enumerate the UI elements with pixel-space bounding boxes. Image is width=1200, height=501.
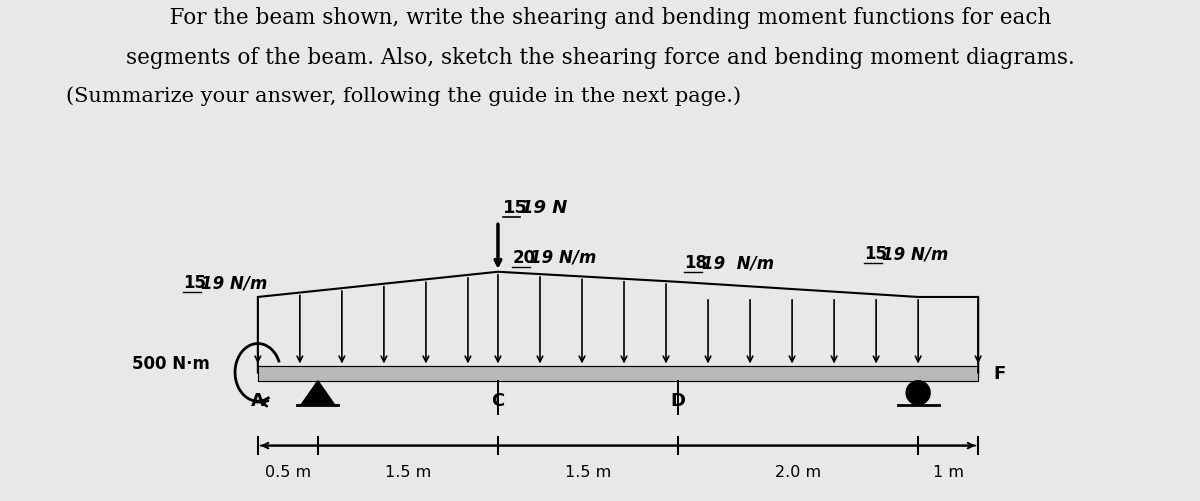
Text: 18: 18: [684, 254, 707, 272]
Text: 19 N/m: 19 N/m: [530, 249, 596, 267]
Text: A: A: [251, 392, 265, 409]
Text: 19  N/m: 19 N/m: [702, 254, 774, 272]
Text: For the beam shown, write the shearing and bending moment functions for each: For the beam shown, write the shearing a…: [149, 8, 1051, 30]
Text: 2.0 m: 2.0 m: [775, 465, 821, 480]
Text: 15: 15: [184, 274, 206, 292]
Text: 20: 20: [512, 249, 535, 267]
Text: E: E: [912, 392, 924, 409]
Text: (Summarize your answer, following the guide in the next page.): (Summarize your answer, following the gu…: [66, 87, 740, 106]
Text: B: B: [311, 392, 325, 409]
Text: 15: 15: [503, 198, 528, 216]
Text: 0.5 m: 0.5 m: [265, 465, 311, 480]
Text: segments of the beam. Also, sketch the shearing force and bending moment diagram: segments of the beam. Also, sketch the s…: [126, 47, 1074, 69]
Circle shape: [906, 381, 930, 405]
Text: 1 m: 1 m: [932, 465, 964, 480]
Polygon shape: [301, 381, 335, 405]
Text: C: C: [491, 392, 504, 409]
Text: 19 N/m: 19 N/m: [882, 245, 948, 264]
Text: 19 N/m: 19 N/m: [202, 274, 268, 292]
Text: 1.5 m: 1.5 m: [565, 465, 611, 480]
Bar: [258, 366, 978, 381]
Text: 15: 15: [864, 245, 887, 264]
Text: 500 N·m: 500 N·m: [132, 355, 210, 373]
Text: 19 N: 19 N: [521, 198, 568, 216]
Text: D: D: [671, 392, 685, 409]
Text: 1.5 m: 1.5 m: [385, 465, 431, 480]
Text: F: F: [994, 365, 1006, 383]
